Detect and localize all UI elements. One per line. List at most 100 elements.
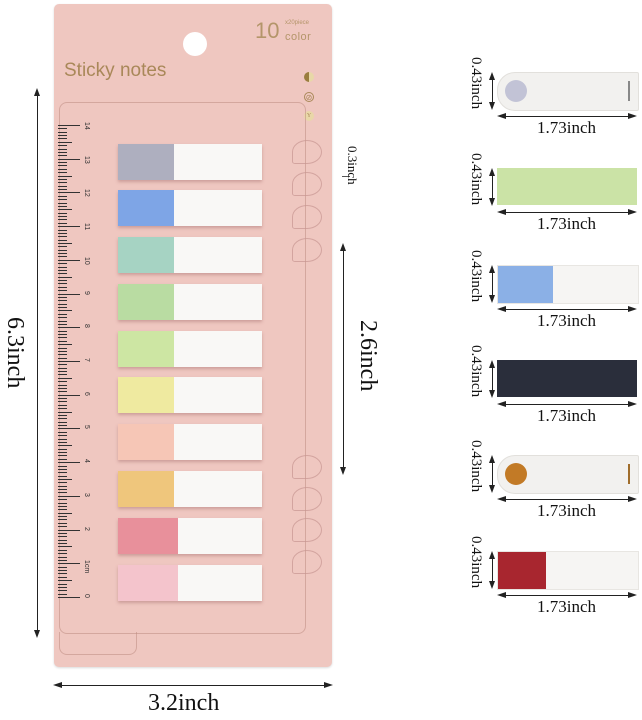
ruler-tick	[58, 300, 67, 302]
ruler-tick	[58, 381, 67, 383]
ruler-tick	[58, 472, 67, 474]
sticky-tab[interactable]	[118, 190, 262, 226]
tab-writable-section	[174, 331, 262, 367]
hanging-hook	[292, 172, 322, 196]
sample-height-line	[492, 364, 493, 393]
sticky-tab[interactable]	[118, 144, 262, 180]
arrow-up-icon	[489, 551, 495, 559]
ruler-tick	[58, 283, 67, 285]
sample-width-label: 1.73inch	[537, 406, 597, 425]
ruler-tick	[58, 165, 67, 167]
hanging-hook	[292, 455, 322, 479]
tab-color-section	[118, 190, 174, 226]
sticky-tab[interactable]	[118, 471, 262, 507]
arrow-up-icon	[34, 88, 40, 96]
color-count: 10	[255, 18, 280, 43]
sticky-tab[interactable]	[118, 377, 262, 413]
tab-writable-section	[174, 424, 262, 460]
hanging-hook	[292, 550, 322, 574]
ruler-number: 4	[83, 459, 90, 464]
ruler-tick	[58, 155, 67, 157]
sample-width-label: 1.73inch	[537, 311, 597, 330]
ruler-tick	[58, 495, 80, 497]
ruler-tick	[58, 522, 67, 524]
sample-height-line	[492, 76, 493, 105]
sticky-tab[interactable]	[118, 237, 262, 273]
ruler-tick	[58, 519, 67, 521]
ruler-tick	[58, 195, 67, 197]
sample-width-line	[503, 309, 631, 310]
ruler-tick	[58, 172, 67, 174]
sample-width-line	[503, 499, 631, 500]
color-word: color	[285, 31, 312, 43]
sample-height-label: 0.43inch	[468, 440, 484, 493]
ruler-tick	[58, 509, 67, 511]
sticky-tab[interactable]	[118, 331, 262, 367]
ruler-tick	[58, 209, 72, 211]
sample-tab-2	[497, 168, 637, 205]
ruler-tick	[58, 229, 67, 231]
sample-tab-1	[497, 72, 639, 111]
ruler-tick	[58, 249, 67, 251]
width-label: 3.2inch	[148, 690, 220, 716]
ruler-tick	[58, 398, 67, 400]
sample-height-label: 0.43inch	[468, 345, 484, 398]
arrow-right-icon	[628, 496, 637, 502]
ruler-tick	[58, 576, 67, 578]
ruler-tick	[58, 334, 67, 336]
sticky-tab[interactable]	[118, 518, 262, 554]
arrow-right-icon	[628, 306, 637, 312]
sticky-tab[interactable]	[118, 424, 262, 460]
ruler-tick	[58, 269, 67, 271]
sample-width-line	[503, 116, 631, 117]
ruler-tick	[58, 276, 72, 278]
half-circle-icon	[304, 72, 314, 82]
arrow-left-icon	[53, 682, 62, 688]
ruler-tick	[58, 125, 80, 126]
arrow-left-icon	[497, 496, 506, 502]
ruler-tick	[58, 549, 67, 551]
gap-label: 0.3inch	[345, 146, 360, 185]
ruler-tick	[58, 266, 67, 268]
ruler-tick	[58, 216, 67, 218]
sample-height-label: 0.43inch	[468, 250, 484, 303]
ruler-tick	[58, 529, 80, 531]
ruler-tick	[58, 441, 67, 443]
ruler-tick	[58, 259, 80, 261]
ruler-tick	[58, 384, 67, 386]
ruler-tick	[58, 303, 67, 305]
ruler-tick	[58, 296, 67, 298]
ruler-tick	[58, 151, 67, 153]
ruler-tick	[58, 489, 67, 491]
ruler-tick	[58, 192, 80, 194]
ruler-tick	[58, 374, 67, 376]
tab-color-section	[118, 331, 174, 367]
ruler-number: 8	[83, 324, 90, 329]
ruler-tick	[58, 202, 67, 204]
ruler-tick	[58, 425, 67, 427]
ruler-tick	[58, 337, 67, 339]
ruler-tick	[58, 354, 67, 356]
sticky-tab[interactable]	[118, 284, 262, 320]
tab-color-section	[118, 424, 174, 460]
arrow-right-icon	[628, 209, 637, 215]
tab-color-section	[118, 565, 178, 601]
ruler-tick	[58, 182, 67, 184]
ruler-tick	[58, 458, 67, 460]
sticky-tab[interactable]	[118, 565, 262, 601]
ruler-number: 6	[83, 391, 90, 396]
ruler-tick	[58, 185, 67, 187]
hanging-hook	[292, 487, 322, 511]
sample-width-line	[503, 212, 631, 213]
ruler-tick	[58, 364, 67, 366]
ruler-tick	[58, 310, 72, 312]
sample-height-label: 0.43inch	[468, 57, 484, 110]
ruler-tick	[58, 556, 67, 558]
ruler-tick	[58, 445, 72, 447]
ruler-tick	[58, 340, 67, 342]
ruler-tick	[58, 313, 67, 315]
ruler-tick	[58, 387, 67, 389]
ruler-tick	[58, 162, 67, 164]
hang-hole	[183, 32, 207, 56]
arrow-down-icon	[489, 295, 495, 303]
